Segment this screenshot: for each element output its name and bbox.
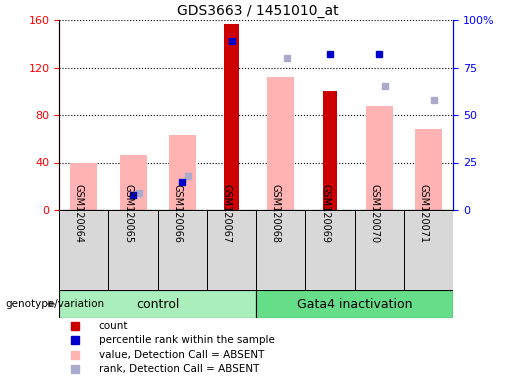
- Bar: [415, 129, 442, 210]
- Bar: [158, 210, 207, 290]
- Text: GSM120071: GSM120071: [419, 184, 428, 243]
- Text: GDS3663 / 1451010_at: GDS3663 / 1451010_at: [177, 4, 338, 18]
- Text: count: count: [99, 321, 128, 331]
- Bar: [169, 135, 196, 210]
- Bar: [109, 210, 158, 290]
- Text: GSM120069: GSM120069: [320, 184, 330, 243]
- Bar: [256, 210, 305, 290]
- Text: value, Detection Call = ABSENT: value, Detection Call = ABSENT: [99, 350, 264, 360]
- Text: GSM120066: GSM120066: [173, 184, 182, 243]
- Bar: [256, 290, 453, 318]
- Bar: [59, 210, 109, 290]
- Text: control: control: [136, 298, 179, 311]
- Text: Gata4 inactivation: Gata4 inactivation: [297, 298, 413, 311]
- Bar: [71, 162, 97, 210]
- Text: genotype/variation: genotype/variation: [5, 299, 104, 309]
- Bar: [404, 210, 453, 290]
- Bar: [267, 77, 295, 210]
- Bar: [119, 156, 147, 210]
- Text: GSM120064: GSM120064: [74, 184, 84, 243]
- Bar: [323, 91, 337, 210]
- Text: GSM120070: GSM120070: [369, 184, 380, 243]
- Bar: [366, 106, 393, 210]
- Text: GSM120067: GSM120067: [221, 184, 232, 243]
- Bar: [224, 23, 239, 210]
- Text: percentile rank within the sample: percentile rank within the sample: [99, 336, 274, 346]
- Text: GSM120068: GSM120068: [271, 184, 281, 243]
- Bar: [305, 210, 355, 290]
- Text: GSM120065: GSM120065: [123, 184, 133, 243]
- Bar: [59, 290, 256, 318]
- Text: rank, Detection Call = ABSENT: rank, Detection Call = ABSENT: [99, 364, 259, 374]
- Bar: [355, 210, 404, 290]
- Bar: [207, 210, 256, 290]
